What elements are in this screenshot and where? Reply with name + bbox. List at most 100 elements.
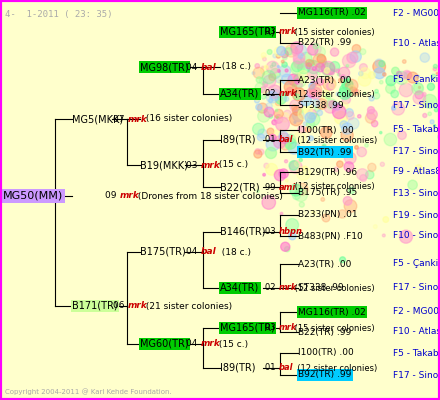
Text: MG116(TR) .02: MG116(TR) .02 — [298, 308, 366, 316]
Circle shape — [404, 79, 408, 84]
Circle shape — [329, 82, 336, 89]
Text: (12 sister colonies): (12 sister colonies) — [293, 136, 378, 144]
Circle shape — [434, 108, 438, 112]
Circle shape — [323, 77, 336, 90]
Circle shape — [422, 92, 426, 96]
Circle shape — [368, 163, 376, 172]
Text: F5 - Çankiri97R: F5 - Çankiri97R — [393, 260, 440, 268]
Circle shape — [294, 75, 306, 87]
Text: I100(TR) .00: I100(TR) .00 — [298, 348, 354, 358]
Circle shape — [311, 81, 315, 86]
Circle shape — [305, 127, 311, 132]
Circle shape — [364, 92, 366, 94]
Circle shape — [395, 106, 397, 108]
Text: F13 - Sinop72R: F13 - Sinop72R — [393, 188, 440, 198]
Circle shape — [359, 72, 363, 76]
Text: mrk: mrk — [279, 284, 297, 292]
Circle shape — [273, 129, 285, 140]
Circle shape — [286, 87, 294, 95]
Circle shape — [276, 76, 282, 83]
Text: (15 sister colonies): (15 sister colonies) — [293, 324, 375, 332]
Text: F5 - Takab93aR: F5 - Takab93aR — [393, 348, 440, 358]
Circle shape — [336, 92, 339, 96]
Circle shape — [299, 77, 304, 83]
Text: mrk: mrk — [120, 192, 140, 200]
Circle shape — [298, 109, 309, 120]
Circle shape — [414, 83, 423, 93]
Circle shape — [274, 47, 283, 56]
Circle shape — [285, 48, 293, 55]
Circle shape — [269, 74, 276, 81]
Circle shape — [304, 105, 312, 114]
Text: 99: 99 — [265, 182, 278, 192]
Text: F17 - Sinop62R: F17 - Sinop62R — [393, 100, 440, 110]
Circle shape — [264, 163, 269, 168]
Text: B92(TR) .99: B92(TR) .99 — [298, 148, 352, 156]
Circle shape — [340, 84, 353, 97]
Circle shape — [297, 62, 310, 74]
Circle shape — [293, 192, 300, 200]
Circle shape — [297, 166, 310, 180]
Circle shape — [346, 112, 354, 120]
Circle shape — [258, 149, 264, 155]
Circle shape — [352, 44, 361, 53]
Circle shape — [392, 102, 404, 115]
Circle shape — [420, 53, 429, 62]
Circle shape — [286, 144, 292, 149]
Circle shape — [431, 74, 436, 79]
Circle shape — [268, 74, 273, 78]
Text: MG60(TR): MG60(TR) — [140, 339, 189, 349]
Text: I89(TR): I89(TR) — [220, 363, 256, 373]
Text: I100(TR) .00: I100(TR) .00 — [298, 126, 354, 134]
Circle shape — [380, 132, 382, 134]
Circle shape — [290, 184, 302, 196]
Circle shape — [311, 116, 315, 120]
Circle shape — [344, 162, 354, 172]
Circle shape — [260, 78, 266, 84]
Circle shape — [385, 84, 395, 94]
Circle shape — [264, 91, 270, 98]
Circle shape — [345, 79, 358, 92]
Circle shape — [322, 63, 335, 76]
Circle shape — [285, 160, 288, 163]
Circle shape — [436, 72, 438, 74]
Circle shape — [348, 188, 355, 194]
Circle shape — [309, 83, 315, 89]
Circle shape — [292, 61, 302, 72]
Circle shape — [257, 190, 259, 192]
Circle shape — [341, 123, 353, 134]
Text: F9 - Atlas85R: F9 - Atlas85R — [393, 168, 440, 176]
Text: MG165(TR): MG165(TR) — [220, 323, 275, 333]
Circle shape — [279, 169, 288, 178]
Circle shape — [437, 130, 440, 133]
Circle shape — [284, 81, 297, 93]
Circle shape — [423, 94, 437, 108]
Circle shape — [315, 47, 326, 57]
Circle shape — [307, 69, 317, 79]
Circle shape — [269, 89, 281, 100]
Circle shape — [294, 81, 302, 89]
Circle shape — [375, 90, 378, 93]
Circle shape — [275, 117, 290, 131]
Text: B483(PN) .F10: B483(PN) .F10 — [298, 232, 363, 240]
Circle shape — [303, 166, 307, 170]
Text: A23(TR) .00: A23(TR) .00 — [298, 76, 352, 84]
Circle shape — [322, 90, 330, 99]
Circle shape — [255, 149, 260, 154]
Circle shape — [371, 120, 378, 127]
Circle shape — [286, 218, 299, 231]
Circle shape — [349, 87, 357, 95]
Text: MG116(TR) .02: MG116(TR) .02 — [298, 8, 366, 18]
Circle shape — [313, 54, 326, 67]
Circle shape — [407, 72, 418, 83]
Text: ST338 .99: ST338 .99 — [298, 100, 344, 110]
Circle shape — [274, 170, 286, 181]
Circle shape — [350, 153, 355, 158]
Circle shape — [280, 212, 283, 215]
Circle shape — [272, 62, 276, 66]
Circle shape — [311, 81, 316, 87]
Circle shape — [288, 74, 299, 85]
Circle shape — [309, 87, 321, 99]
Circle shape — [278, 96, 282, 100]
Text: (16 sister colonies): (16 sister colonies) — [143, 114, 232, 124]
